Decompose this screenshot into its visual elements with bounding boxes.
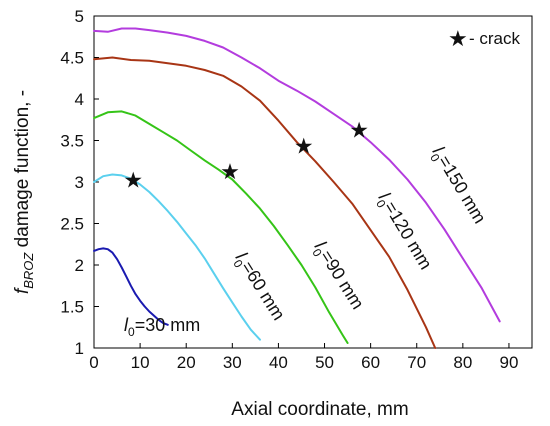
legend-star-icon: ★ <box>448 26 468 51</box>
series-line-2 <box>93 110 349 344</box>
series-layer <box>93 27 501 349</box>
x-tick-label: 90 <box>499 353 518 372</box>
series-line-1 <box>93 173 261 341</box>
x-tick-label: 80 <box>453 353 472 372</box>
y-axis: 1 1.5 2 2.5 3 3.5 4 4.5 5 <box>60 7 99 358</box>
y-tick-label: 4.5 <box>60 49 84 68</box>
x-axis: 0 10 20 30 40 50 60 70 80 90 <box>89 343 518 372</box>
y-axis-label: fBROZ damage function, - <box>12 90 36 294</box>
y-tick-label: 5 <box>75 7 84 26</box>
curve-label-0: l0=30 mm <box>124 315 200 339</box>
y-axis-label-sub: BROZ <box>21 252 36 289</box>
curve-label-1: l0=60 mm <box>228 249 289 326</box>
x-tick-label: 20 <box>177 353 196 372</box>
y-tick-label: 2 <box>75 256 84 275</box>
y-tick-label: 3.5 <box>60 132 84 151</box>
x-tick-label: 0 <box>89 353 98 372</box>
crack-star-icon: ★ <box>294 133 314 158</box>
y-tick-label: 2.5 <box>60 215 84 234</box>
y-axis-label-f: f <box>12 287 33 294</box>
crack-markers: ★ ★ ★ ★ <box>123 118 369 193</box>
y-tick-label: 1 <box>75 339 84 358</box>
x-tick-label: 10 <box>131 353 150 372</box>
y-tick-label: 4 <box>75 90 84 109</box>
curve-label-2: l0=90 mm <box>307 238 368 315</box>
x-tick-label: 50 <box>315 353 334 372</box>
series-line-0 <box>93 247 169 326</box>
x-tick-label: 70 <box>407 353 426 372</box>
crack-star-icon: ★ <box>349 118 369 143</box>
x-tick-label: 60 <box>361 353 380 372</box>
crack-star-icon: ★ <box>123 168 143 193</box>
series-line-4 <box>93 27 501 323</box>
x-tick-label: 30 <box>223 353 242 372</box>
legend-text: - crack <box>469 29 521 48</box>
y-tick-label: 1.5 <box>60 298 84 317</box>
legend: ★ - crack <box>448 26 521 51</box>
x-tick-label: 40 <box>269 353 288 372</box>
crack-star-icon: ★ <box>220 159 240 184</box>
series-line-3 <box>93 56 437 349</box>
y-axis-label-rest: damage function, - <box>12 90 33 253</box>
x-axis-label: Axial coordinate, mm <box>231 399 408 420</box>
y-tick-label: 3 <box>75 173 84 192</box>
